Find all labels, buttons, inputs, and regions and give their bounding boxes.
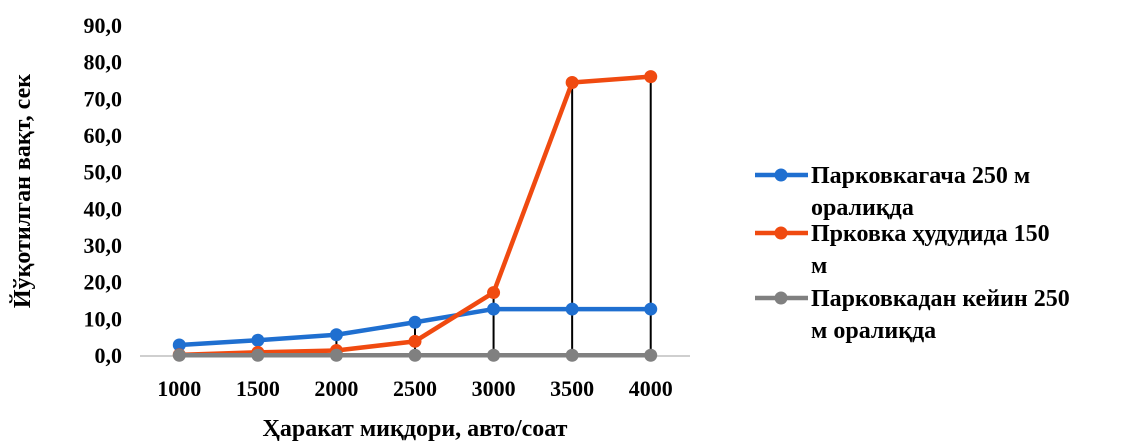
legend-item-3: Парковкадан кейин 250 м оралиқда	[755, 286, 1070, 344]
y-tick-label: 20,0	[84, 270, 123, 295]
legend-item-2: Прковка ҳудудида 150 м	[755, 221, 1050, 279]
x-tick-label: 2000	[314, 376, 358, 401]
series-line	[179, 74, 651, 358]
y-axis-tick-labels: 0,0 10,0 20,0 30,0 40,0 50,0 60,0 70,0 80,0 90,0	[84, 13, 123, 368]
y-tick-label: 40,0	[84, 196, 123, 221]
y-tick-label: 80,0	[84, 50, 123, 75]
x-tick-label: 2500	[393, 376, 437, 401]
data-point	[251, 348, 265, 362]
legend-label: м оралиқда	[811, 318, 936, 344]
data-point	[408, 315, 422, 329]
series-layer	[172, 70, 658, 362]
y-tick-label: 50,0	[84, 160, 123, 185]
data-point	[172, 348, 186, 362]
legend-swatch-marker	[774, 168, 788, 182]
y-tick-label: 10,0	[84, 306, 123, 331]
y-axis-title: Йўқотилган вақт, сек	[10, 74, 36, 308]
x-axis-title: Ҳаракат миқдори, авто/соат	[263, 416, 568, 442]
data-point	[329, 348, 343, 362]
x-axis-tick-labels: 1000 1500 2000 2500 3000 3500 4000	[157, 376, 672, 401]
data-point	[487, 302, 501, 316]
data-point	[172, 338, 186, 352]
data-point	[565, 302, 579, 316]
y-tick-label: 90,0	[84, 13, 123, 38]
data-point	[408, 334, 422, 348]
series-1	[172, 302, 658, 352]
data-point	[644, 70, 658, 84]
legend-label: оралиқда	[811, 195, 914, 221]
x-tick-label: 3500	[550, 376, 594, 401]
x-tick-label: 1500	[236, 376, 280, 401]
data-point	[565, 348, 579, 362]
data-point	[487, 286, 501, 300]
data-point	[329, 328, 343, 342]
series-3	[172, 348, 658, 362]
x-tick-label: 4000	[629, 376, 673, 401]
data-point	[644, 348, 658, 362]
legend-swatch-marker	[774, 226, 788, 240]
x-tick-label: 3000	[472, 376, 516, 401]
y-tick-label: 30,0	[84, 233, 123, 258]
data-point	[408, 348, 422, 362]
data-point	[644, 302, 658, 316]
legend-swatch-marker	[774, 291, 788, 305]
legend-label: Прковка ҳудудида 150	[811, 221, 1050, 247]
x-tick-label: 1000	[157, 376, 201, 401]
data-point	[251, 333, 265, 347]
y-tick-label: 0,0	[95, 343, 123, 368]
y-tick-label: 70,0	[84, 86, 123, 111]
drop-lines	[178, 76, 652, 356]
data-point	[487, 348, 501, 362]
legend-label: Парковкагача 250 м	[811, 163, 1030, 189]
legend-item-1: Парковкагача 250 м оралиқда	[755, 163, 1030, 221]
legend-label: м	[811, 253, 827, 279]
legend-label: Парковкадан кейин 250	[811, 286, 1070, 312]
data-point	[565, 75, 579, 89]
y-tick-label: 60,0	[84, 123, 123, 148]
